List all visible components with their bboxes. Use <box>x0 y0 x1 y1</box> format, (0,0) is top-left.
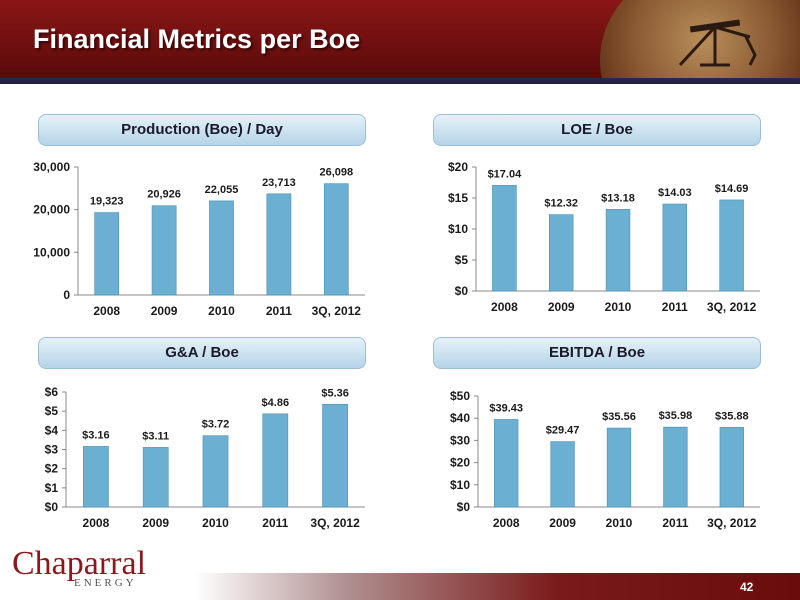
ga-ytick-label: $6 <box>45 385 59 399</box>
ga-data-label: $3.11 <box>142 430 169 442</box>
ga-ytick-label: $1 <box>45 481 59 495</box>
ebitda-bar <box>550 441 575 508</box>
ga-ytick-label: $2 <box>45 462 59 476</box>
ebitda-ytick-label: $20 <box>450 456 470 470</box>
loe-bar <box>605 208 631 292</box>
loe-ytick-label: $0 <box>455 284 469 298</box>
ebitda-data-label: $35.88 <box>715 410 749 422</box>
ga-category-label: 2009 <box>142 516 169 530</box>
loe-data-label: $13.18 <box>601 192 635 204</box>
ga-bar <box>142 447 169 508</box>
ebitda-data-label: $35.56 <box>602 411 636 423</box>
ebitda-category-label: 2009 <box>549 516 576 530</box>
ga-data-label: $3.72 <box>202 419 230 431</box>
production-category-label: 2010 <box>208 304 235 318</box>
slide-header: Financial Metrics per Boe <box>0 0 800 78</box>
loe-ytick-label: $20 <box>448 160 468 174</box>
ga-category-label: 2011 <box>262 516 288 530</box>
loe-category-label: 2009 <box>548 300 575 314</box>
ebitda-ytick-label: $50 <box>450 389 470 403</box>
page-number: 42 <box>740 580 754 594</box>
page-title: Financial Metrics per Boe <box>33 24 361 54</box>
production-bar <box>209 200 234 296</box>
ga-ytick-label: $4 <box>45 423 59 437</box>
production-bar <box>151 205 177 296</box>
production-data-label: 20,926 <box>147 189 181 201</box>
ga-ytick-label: $5 <box>45 404 59 418</box>
ga-data-label: $4.86 <box>262 397 290 409</box>
ebitda-bar <box>663 426 688 508</box>
loe-bar <box>719 199 744 292</box>
loe-data-label: $14.69 <box>715 183 749 195</box>
loe-bar <box>662 203 688 292</box>
ga-bar <box>202 435 229 508</box>
ga-bar <box>322 403 348 508</box>
logo-wordmark: Chaparral <box>12 545 146 582</box>
loe-category-label: 2011 <box>662 300 688 314</box>
ga-category-label: 2008 <box>83 516 110 530</box>
production-ytick-label: 0 <box>63 288 70 302</box>
ga-data-label: $5.36 <box>321 387 349 399</box>
ebitda-ytick-label: $30 <box>450 433 470 447</box>
ga-data-label: $3.16 <box>82 429 110 441</box>
chart-title-production: Production (Boe) / Day <box>38 114 366 146</box>
footer-bar <box>195 573 800 600</box>
production-category-label: 2009 <box>151 304 178 318</box>
ebitda-category-label: 3Q, 2012 <box>707 516 757 530</box>
ebitda-bar <box>719 427 744 508</box>
logo-subtitle: ENERGY <box>74 577 137 589</box>
loe-category-label: 3Q, 2012 <box>707 300 757 314</box>
production-category-label: 2011 <box>266 304 292 318</box>
production-data-label: 23,713 <box>262 177 296 189</box>
ga-category-label: 2010 <box>202 516 229 530</box>
production-data-label: 19,323 <box>90 196 124 208</box>
ga-category-label: 3Q, 2012 <box>310 516 360 530</box>
loe-bar <box>492 185 517 292</box>
loe-data-label: $17.04 <box>488 168 523 180</box>
ga-ytick-label: $3 <box>45 443 59 457</box>
header-divider <box>0 78 800 84</box>
ebitda-category-label: 2011 <box>662 516 688 530</box>
ebitda-data-label: $39.43 <box>489 402 523 414</box>
ebitda-data-label: $35.98 <box>659 410 693 422</box>
chaparral-logo: Chaparral ENERGY <box>8 540 188 590</box>
loe-ytick-label: $10 <box>448 222 468 236</box>
ga-bar <box>262 413 289 508</box>
loe-data-label: $12.32 <box>544 198 578 210</box>
ebitda-ytick-label: $40 <box>450 411 470 425</box>
ga-bar <box>83 446 109 508</box>
loe-bar <box>548 214 574 292</box>
ga-ytick-label: $0 <box>45 500 59 514</box>
production-bar <box>94 212 120 296</box>
production-ytick-label: 20,000 <box>33 203 70 217</box>
production-ytick-label: 30,000 <box>33 160 70 174</box>
production-data-label: 26,098 <box>319 167 353 179</box>
ebitda-category-label: 2008 <box>493 516 520 530</box>
production-bar <box>266 193 292 296</box>
chart-title-ga: G&A / Boe <box>38 337 366 369</box>
ebitda-ytick-label: $0 <box>457 500 471 514</box>
production-category-label: 2008 <box>93 304 120 318</box>
ebitda-bar <box>606 427 632 508</box>
ebitda-category-label: 2010 <box>606 516 633 530</box>
loe-ytick-label: $5 <box>455 253 469 267</box>
ebitda-ytick-label: $10 <box>450 478 470 492</box>
loe-category-label: 2010 <box>605 300 632 314</box>
chart-title-loe: LOE / Boe <box>433 114 761 146</box>
oil-pump-icon <box>678 19 757 67</box>
loe-category-label: 2008 <box>491 300 518 314</box>
loe-data-label: $14.03 <box>658 187 692 199</box>
loe-ytick-label: $15 <box>448 191 468 205</box>
chart-title-ebitda: EBITDA / Boe <box>433 337 761 369</box>
ebitda-bar <box>494 419 519 508</box>
production-data-label: 22,055 <box>205 184 239 196</box>
production-ytick-label: 10,000 <box>33 245 70 259</box>
production-category-label: 3Q, 2012 <box>312 304 362 318</box>
ebitda-data-label: $29.47 <box>546 425 580 437</box>
production-bar <box>323 183 349 296</box>
